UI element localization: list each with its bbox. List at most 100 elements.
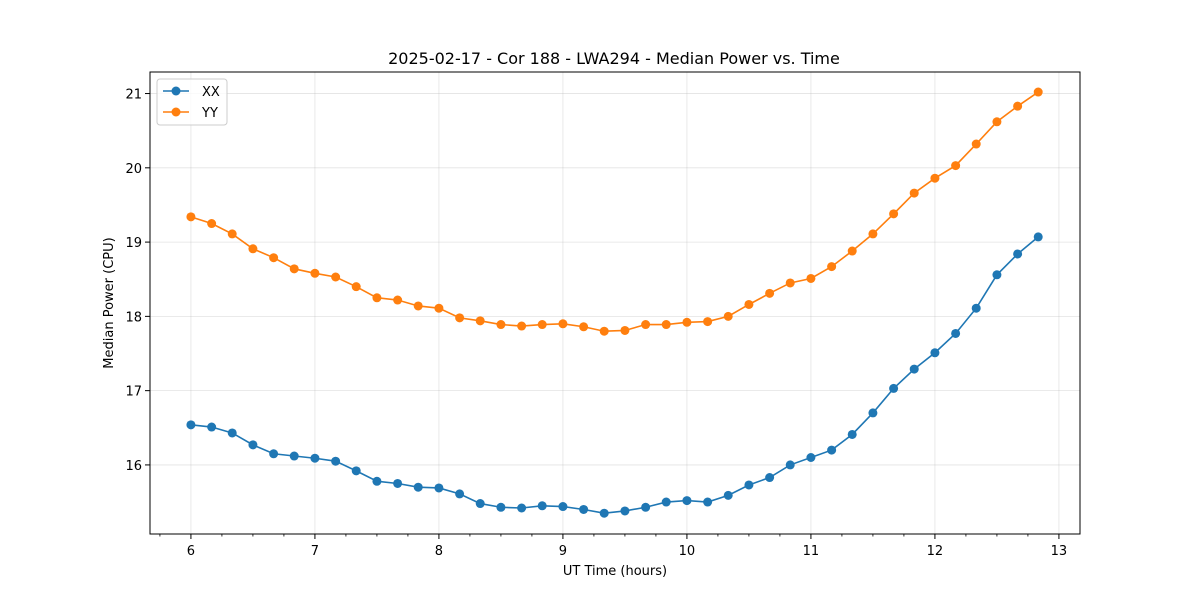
- data-point-yy: [227, 229, 237, 239]
- data-point-xx: [496, 502, 506, 512]
- y-axis-label: Median Power (CPU): [102, 237, 117, 368]
- data-point-xx: [393, 478, 403, 488]
- data-point-yy: [434, 303, 444, 313]
- x-tick-label: 10: [679, 544, 696, 559]
- x-tick-label: 7: [311, 544, 319, 559]
- legend: XX YY: [156, 78, 228, 126]
- data-point-xx: [413, 482, 423, 492]
- data-point-xx: [971, 303, 981, 313]
- data-point-xx: [703, 497, 713, 507]
- data-point-xx: [785, 460, 795, 470]
- data-point-yy: [496, 320, 506, 330]
- data-point-xx: [744, 480, 754, 490]
- data-point-yy: [351, 282, 361, 292]
- data-point-xx: [599, 508, 609, 518]
- series-yy: [186, 87, 1043, 336]
- data-point-xx: [641, 502, 651, 512]
- data-point-yy: [889, 209, 899, 219]
- legend-marker-xx: [171, 86, 181, 96]
- data-point-yy: [765, 288, 775, 298]
- data-point-xx: [537, 501, 547, 511]
- data-point-xx: [475, 499, 485, 509]
- data-point-yy: [537, 320, 547, 330]
- data-point-xx: [682, 496, 692, 506]
- data-point-yy: [661, 320, 671, 330]
- y-tick-label: 18: [125, 310, 142, 325]
- data-point-yy: [951, 161, 961, 171]
- plot-frame: [149, 71, 1081, 535]
- x-tick-label: 11: [803, 544, 820, 559]
- data-point-xx: [517, 503, 527, 513]
- legend-label-xx: XX: [202, 85, 220, 100]
- data-point-xx: [372, 476, 382, 486]
- x-tick-label: 12: [927, 544, 944, 559]
- data-point-yy: [723, 311, 733, 321]
- data-point-xx: [723, 490, 733, 500]
- data-point-xx: [351, 466, 361, 476]
- data-point-yy: [599, 326, 609, 336]
- data-point-yy: [909, 188, 919, 198]
- data-point-yy: [475, 316, 485, 326]
- series-layer: [186, 87, 1043, 518]
- y-tick-label: 16: [125, 459, 142, 474]
- data-point-yy: [641, 320, 651, 330]
- data-point-xx: [186, 420, 196, 430]
- data-point-yy: [785, 278, 795, 288]
- data-point-xx: [455, 489, 465, 499]
- data-point-xx: [806, 452, 816, 462]
- data-point-xx: [951, 328, 961, 338]
- data-point-xx: [909, 364, 919, 374]
- y-tick-label: 21: [125, 88, 142, 103]
- data-point-xx: [1033, 232, 1043, 242]
- data-point-yy: [413, 301, 423, 311]
- data-point-yy: [620, 325, 630, 335]
- data-point-yy: [682, 317, 692, 327]
- data-point-yy: [269, 253, 279, 263]
- data-point-yy: [310, 268, 320, 278]
- data-point-yy: [868, 229, 878, 239]
- data-point-xx: [765, 473, 775, 483]
- grid: [150, 72, 1080, 534]
- data-point-xx: [289, 451, 299, 461]
- data-point-xx: [889, 383, 899, 393]
- data-point-yy: [372, 293, 382, 303]
- data-point-yy: [827, 262, 837, 272]
- data-point-xx: [620, 506, 630, 516]
- data-point-xx: [310, 453, 320, 463]
- data-point-yy: [517, 321, 527, 331]
- data-point-yy: [186, 212, 196, 222]
- data-point-xx: [661, 497, 671, 507]
- data-point-yy: [1033, 87, 1043, 97]
- series-xx: [186, 232, 1043, 518]
- data-point-xx: [207, 422, 217, 432]
- data-point-yy: [806, 273, 816, 283]
- data-point-xx: [992, 270, 1002, 280]
- x-tick-label: 9: [559, 544, 567, 559]
- data-point-xx: [331, 456, 341, 466]
- data-point-yy: [847, 246, 857, 256]
- data-point-yy: [393, 295, 403, 305]
- data-point-yy: [744, 299, 754, 309]
- data-point-yy: [248, 244, 258, 254]
- data-point-xx: [868, 408, 878, 418]
- data-point-xx: [248, 440, 258, 450]
- data-point-yy: [1013, 101, 1023, 111]
- y-tick-label: 17: [125, 385, 142, 400]
- data-point-xx: [1013, 249, 1023, 259]
- data-point-yy: [331, 272, 341, 282]
- data-point-yy: [289, 264, 299, 274]
- data-point-yy: [930, 173, 940, 183]
- data-point-yy: [703, 317, 713, 327]
- y-tick-label: 20: [125, 162, 142, 177]
- legend-label-yy: YY: [201, 106, 218, 121]
- data-point-yy: [558, 319, 568, 329]
- chart-title: 2025-02-17 - Cor 188 - LWA294 - Median P…: [388, 49, 840, 68]
- legend-marker-yy: [171, 107, 181, 117]
- x-tick-label: 8: [435, 544, 443, 559]
- data-point-yy: [992, 117, 1002, 127]
- data-point-xx: [434, 483, 444, 493]
- data-point-xx: [269, 449, 279, 459]
- ticks: 6 7 8 9 10 11 12 13 16 17 18 19 20 21: [125, 88, 1067, 559]
- data-point-xx: [847, 429, 857, 439]
